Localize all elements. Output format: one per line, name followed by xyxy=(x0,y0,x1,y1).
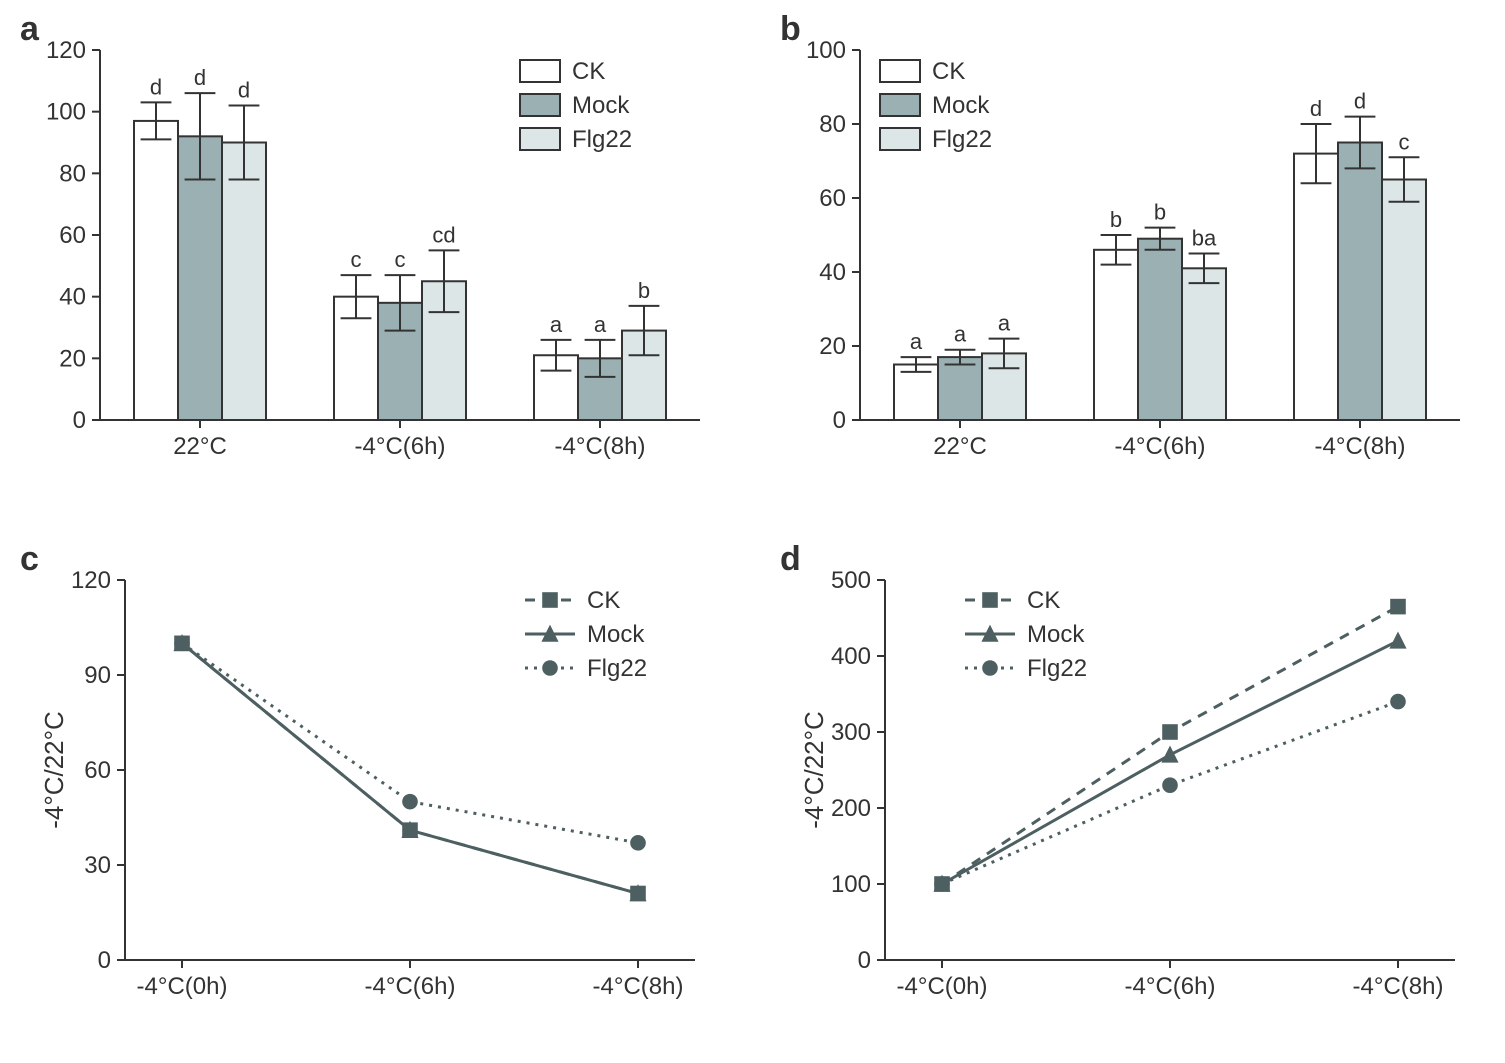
svg-text:a: a xyxy=(954,322,967,347)
svg-text:Flg22: Flg22 xyxy=(572,126,632,153)
svg-text:400: 400 xyxy=(831,643,871,670)
svg-text:22°C: 22°C xyxy=(173,433,227,460)
svg-text:30: 30 xyxy=(84,852,111,879)
panel-d-label: d xyxy=(780,540,801,579)
svg-text:CK: CK xyxy=(587,587,620,614)
svg-text:a: a xyxy=(998,311,1011,336)
svg-text:a: a xyxy=(594,312,607,337)
svg-text:-4°C(8h): -4°C(8h) xyxy=(593,973,684,1000)
svg-text:cd: cd xyxy=(432,222,455,247)
svg-text:40: 40 xyxy=(59,284,86,311)
svg-text:d: d xyxy=(194,65,206,90)
svg-text:60: 60 xyxy=(84,757,111,784)
svg-text:c: c xyxy=(395,247,406,272)
svg-text:20: 20 xyxy=(59,345,86,372)
svg-text:-4°C/22°C: -4°C/22°C xyxy=(799,711,829,829)
svg-text:d: d xyxy=(150,74,162,99)
svg-text:-4°C(8h): -4°C(8h) xyxy=(1353,973,1444,1000)
svg-text:20: 20 xyxy=(819,333,846,360)
svg-text:-4°C(6h): -4°C(6h) xyxy=(1125,973,1216,1000)
svg-text:-4°C(6h): -4°C(6h) xyxy=(1115,433,1206,460)
svg-text:0: 0 xyxy=(833,407,846,434)
svg-text:60: 60 xyxy=(59,222,86,249)
panel-c-chart: 0 30 60 90 120 -4°C/22°C -4°C(0h) -4°C(6h) -4°C(… xyxy=(30,560,720,1030)
svg-text:a: a xyxy=(910,329,923,354)
svg-text:d: d xyxy=(1354,89,1366,114)
svg-text:100: 100 xyxy=(806,37,846,64)
svg-text:0: 0 xyxy=(73,407,86,434)
svg-text:c: c xyxy=(351,247,362,272)
panel-b-chart: 0 20 40 60 80 100 22°C a a a -4°C(6h) b b ba -4°C(8h) d… xyxy=(790,30,1480,490)
panel-c-label: c xyxy=(20,540,39,579)
svg-text:200: 200 xyxy=(831,795,871,822)
svg-text:b: b xyxy=(1110,207,1122,232)
svg-text:80: 80 xyxy=(59,160,86,187)
panel-b-label: b xyxy=(780,10,801,49)
svg-text:-4°C(8h): -4°C(8h) xyxy=(1315,433,1406,460)
svg-text:CK: CK xyxy=(572,58,605,85)
svg-text:CK: CK xyxy=(932,58,965,85)
panel-c: c 0306090120-4°C/22°C-4°C(0h)-4°C(6h)-4°… xyxy=(30,560,720,1030)
svg-text:ba: ba xyxy=(1192,226,1217,251)
svg-text:Flg22: Flg22 xyxy=(932,126,992,153)
svg-text:-4°C(6h): -4°C(6h) xyxy=(355,433,446,460)
svg-text:c: c xyxy=(1399,129,1410,154)
svg-text:b: b xyxy=(1154,200,1166,225)
svg-text:0: 0 xyxy=(98,947,111,974)
svg-text:40: 40 xyxy=(819,259,846,286)
svg-text:Mock: Mock xyxy=(572,92,630,119)
svg-text:-4°C(0h): -4°C(0h) xyxy=(137,973,228,1000)
figure-root: a 02040608010012022°Cddd-4°C(6h)cccd-4°C… xyxy=(0,0,1505,1063)
svg-text:Mock: Mock xyxy=(587,621,645,648)
svg-text:-4°C/22°C: -4°C/22°C xyxy=(39,711,69,829)
svg-text:22°C: 22°C xyxy=(933,433,987,460)
svg-text:60: 60 xyxy=(819,185,846,212)
svg-text:d: d xyxy=(238,78,250,103)
svg-text:CK: CK xyxy=(1027,587,1060,614)
svg-text:-4°C(0h): -4°C(0h) xyxy=(897,973,988,1000)
svg-text:500: 500 xyxy=(831,567,871,594)
svg-text:-4°C(8h): -4°C(8h) xyxy=(555,433,646,460)
panel-d-chart: 0 100 200 300 400 500 -4°C/22°C -4°C(0h) -4°C(6h… xyxy=(790,560,1480,1030)
svg-text:a: a xyxy=(550,312,563,337)
svg-text:Flg22: Flg22 xyxy=(587,655,647,682)
panel-b: b 0 20 40 60 80 100 22°C a a a -4°C(6h) b b ba -4°C(8h… xyxy=(790,30,1480,490)
svg-text:100: 100 xyxy=(831,871,871,898)
svg-text:Mock: Mock xyxy=(1027,621,1085,648)
svg-text:-4°C(6h): -4°C(6h) xyxy=(365,973,456,1000)
svg-text:b: b xyxy=(638,278,650,303)
svg-text:Mock: Mock xyxy=(932,92,990,119)
svg-text:120: 120 xyxy=(71,567,111,594)
svg-text:Flg22: Flg22 xyxy=(1027,655,1087,682)
svg-text:0: 0 xyxy=(858,947,871,974)
svg-text:300: 300 xyxy=(831,719,871,746)
panel-d: d 0100200300400500-4°C/22°C-4°C(0h)-4°C(… xyxy=(790,560,1480,1030)
panel-a: a 0 20 40 60 80 100 120 22°C d d d -4°C(6h) c c cd -4°C… xyxy=(30,30,720,490)
svg-text:120: 120 xyxy=(46,37,86,64)
panel-a-chart: 0 20 40 60 80 100 120 22°C d d d -4°C(6h) c c cd -4°C(8… xyxy=(30,30,720,490)
panel-a-label: a xyxy=(20,10,39,49)
svg-text:80: 80 xyxy=(819,111,846,138)
svg-text:100: 100 xyxy=(46,99,86,126)
svg-text:90: 90 xyxy=(84,662,111,689)
svg-text:d: d xyxy=(1310,96,1322,121)
